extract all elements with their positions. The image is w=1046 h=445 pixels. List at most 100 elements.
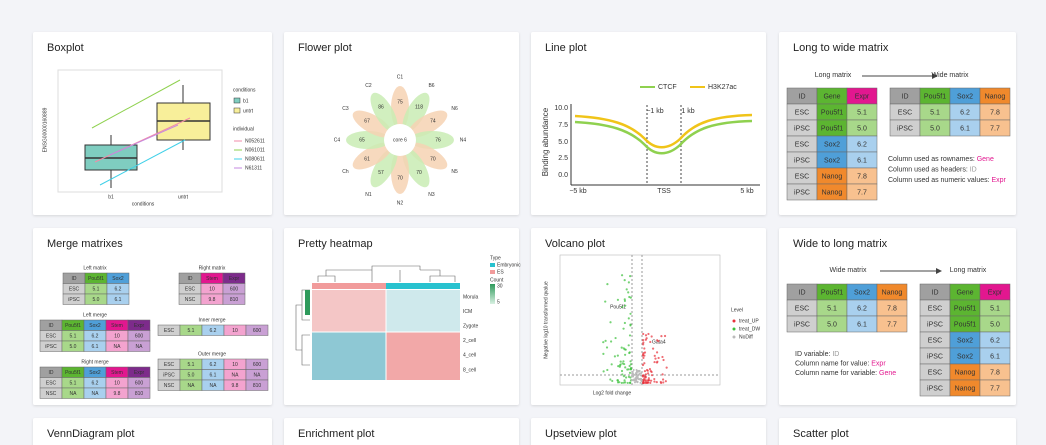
x-tick-label: TSS (657, 188, 671, 195)
note-label: Column name for variable: (795, 370, 879, 377)
card-title: Flower plot (298, 42, 352, 54)
point (642, 332, 645, 336)
cell-text: ESC (795, 109, 809, 116)
legend-key (732, 319, 736, 323)
cell-text: 5.1 (70, 381, 77, 387)
point (646, 381, 649, 384)
point (661, 378, 665, 381)
point (623, 321, 626, 325)
point (605, 346, 609, 349)
point (663, 334, 667, 338)
cell-text: iPSC (45, 344, 57, 350)
table-title: Left matrix (83, 265, 107, 271)
cell-text: iPSC (794, 189, 810, 196)
point (642, 356, 645, 359)
legend-key (233, 107, 241, 114)
marker-label: 1 kb (681, 108, 694, 115)
point (641, 354, 645, 357)
legend-key (490, 270, 495, 274)
point (634, 379, 637, 382)
legend-label: N61311 (245, 165, 262, 171)
individual-line (109, 124, 179, 156)
point (620, 369, 624, 373)
table-title: Inner merge (199, 317, 226, 323)
cell-text: ESC (795, 305, 809, 312)
legend-label: untrt (243, 108, 254, 114)
petal (408, 142, 448, 170)
note-value: Gene (977, 156, 994, 163)
petal (370, 148, 398, 188)
cell-text: 6.1 (857, 157, 867, 164)
table-cell (127, 340, 151, 352)
point (629, 368, 633, 371)
point (620, 346, 623, 349)
petal (402, 148, 430, 188)
legend-title: Level (731, 307, 743, 313)
cell-text: Sox2 (112, 276, 124, 282)
table-title: Right merge (81, 359, 108, 365)
cell-text: 7.8 (857, 173, 867, 180)
point (641, 363, 645, 367)
petal-name: N6 (451, 106, 458, 112)
cell-text: 7.8 (990, 109, 1000, 116)
point (632, 369, 635, 372)
petal-count: 76 (435, 137, 441, 143)
x-label: Log2 fold change (593, 390, 632, 396)
point (649, 340, 652, 344)
point (642, 380, 645, 384)
card (531, 418, 766, 445)
card-title: Pretty heatmap (298, 238, 373, 250)
note: ID variable: ID (795, 351, 839, 358)
cell-text: 7.8 (990, 369, 1000, 376)
legend-label: b1 (243, 98, 249, 104)
cell-text: ID (799, 93, 806, 100)
legend-label: treat_UP (739, 318, 759, 324)
table-cell (106, 293, 130, 305)
cell-text: 5.0 (70, 344, 77, 350)
cell-text: Pou5f1 (821, 125, 843, 132)
point (609, 321, 612, 324)
cell-text: NA (188, 383, 196, 389)
cell-text: 600 (230, 287, 239, 293)
cell-text: 6.2 (857, 305, 867, 312)
point (653, 380, 656, 383)
cell-text: Sox2 (957, 353, 973, 360)
y-tick-label: 5.0 (558, 139, 568, 146)
point (629, 381, 632, 384)
point (642, 374, 645, 377)
y-tick-label: 2.5 (558, 155, 568, 162)
cell-text: ID (72, 276, 77, 282)
petal-count: 70 (430, 156, 436, 162)
legend-label: N061011 (245, 147, 265, 153)
point (650, 370, 653, 374)
cell-text: Gene (956, 289, 973, 296)
cell-text: 6.2 (210, 328, 217, 334)
legend-label: treat_DW (739, 326, 760, 332)
point (629, 275, 632, 278)
point (602, 352, 605, 355)
point (657, 356, 660, 360)
y-tick-label: 0.0 (558, 172, 568, 179)
cell-text: Stem (206, 276, 218, 282)
legend-label: H3K27ac (708, 84, 737, 91)
point (616, 379, 620, 382)
cell-text: ESC (46, 381, 57, 387)
row-label: 2_cell (463, 338, 476, 344)
point (649, 381, 652, 384)
note-value: ID (832, 351, 839, 358)
cell-text: 5.0 (827, 321, 837, 328)
point (611, 379, 614, 383)
point (645, 337, 648, 340)
cell-text: ESC (185, 287, 196, 293)
point (631, 379, 634, 382)
cell-text: 5.1 (930, 109, 940, 116)
table-title: Outer merge (198, 351, 226, 357)
cell-text: 5.1 (70, 334, 77, 340)
plot-frame (559, 254, 721, 386)
petal-count: 75 (397, 99, 403, 105)
cell-text: 810 (230, 297, 239, 303)
curve (574, 119, 753, 155)
point (627, 291, 630, 294)
